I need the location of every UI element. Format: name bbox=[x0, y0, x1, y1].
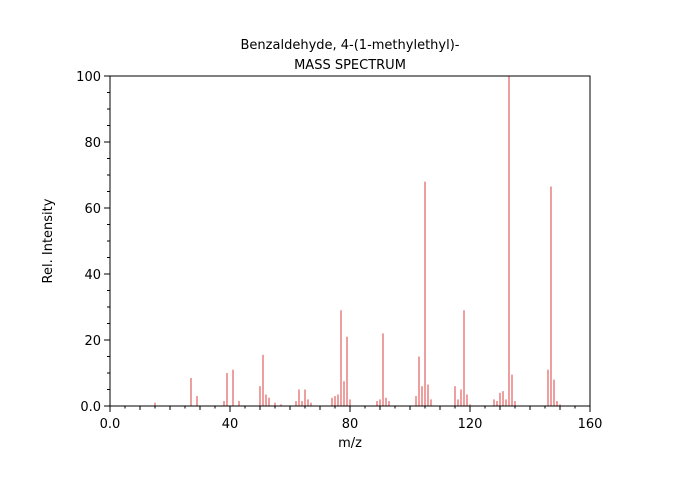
x-tick-label: 40 bbox=[222, 417, 239, 432]
x-tick-label: 80 bbox=[342, 417, 359, 432]
y-tick-label: 40 bbox=[84, 268, 101, 283]
x-axis-ticks: 0.0 40 80 120 160 bbox=[100, 406, 603, 432]
x-axis-label: m/z bbox=[338, 436, 362, 451]
y-tick-label: 60 bbox=[84, 202, 101, 217]
x-tick-label: 0.0 bbox=[100, 417, 121, 432]
y-tick-label: 100 bbox=[76, 70, 101, 85]
plot-frame bbox=[109, 75, 591, 407]
y-tick-label: 0.0 bbox=[80, 400, 101, 415]
y-axis-ticks: 0.0 20 40 60 80 100 bbox=[76, 70, 110, 415]
x-tick-label: 120 bbox=[458, 417, 483, 432]
y-axis-label: Rel. Intensity bbox=[41, 198, 56, 283]
chart-title: Benzaldehyde, 4-(1-methylethyl)- bbox=[241, 38, 460, 53]
y-tick-label: 80 bbox=[84, 136, 101, 151]
x-tick-label: 160 bbox=[578, 417, 603, 432]
chart-subtitle: MASS SPECTRUM bbox=[294, 58, 406, 73]
spectrum-peaks bbox=[154, 76, 561, 406]
y-tick-label: 20 bbox=[84, 334, 101, 349]
